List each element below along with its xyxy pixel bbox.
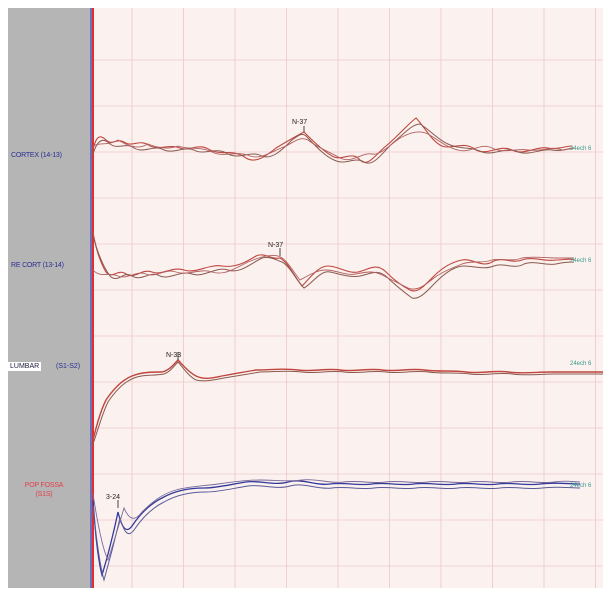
channel-2-traces [92, 231, 575, 299]
channel-label-pop-fossa-line2: (S1S) [35, 491, 53, 498]
channel-1-traces [92, 117, 575, 164]
channel-3-traces [92, 359, 603, 445]
trace [92, 479, 581, 562]
trace [92, 131, 575, 161]
end-label-ch4: 24ech 6 [570, 483, 592, 489]
trace [92, 231, 575, 292]
trace [92, 361, 603, 445]
peak-label-ch1: N-37 [292, 119, 307, 126]
channel-label-lumbar[interactable]: LUMBAR [8, 362, 42, 371]
end-labels: 24ech 6 24ech 6 24ech 6 24ech 6 [570, 146, 592, 489]
peak-label-ch2: N-37 [268, 242, 283, 249]
trace [92, 255, 574, 290]
grid-lines [92, 8, 603, 588]
end-label-ch3: 24ech 6 [570, 361, 592, 367]
channel-label-cortex[interactable]: CORTEX (14-13) [11, 152, 62, 159]
channel-4-traces [92, 479, 581, 582]
trace [92, 359, 603, 441]
trace [92, 480, 581, 578]
trace [92, 235, 575, 299]
end-label-ch1: 24ech 6 [570, 146, 592, 152]
channel-label-lumbar-suffix: (S1-S2) [56, 363, 81, 370]
peak-label-ch3: N-33 [166, 352, 181, 359]
trace [92, 484, 581, 582]
channel-label-panel [8, 8, 92, 588]
channel-label-re-cort[interactable]: RE CORT (13-14) [11, 262, 64, 269]
trace [92, 117, 573, 163]
end-label-ch2: 24ech 6 [570, 258, 592, 264]
trace [92, 123, 575, 164]
peak-label-ch4: 3-24 [106, 494, 120, 501]
channel-label-pop-fossa[interactable]: POP FOSSA [24, 482, 64, 489]
peak-markers: N-37 N-37 N-33 3-24 [106, 119, 307, 508]
